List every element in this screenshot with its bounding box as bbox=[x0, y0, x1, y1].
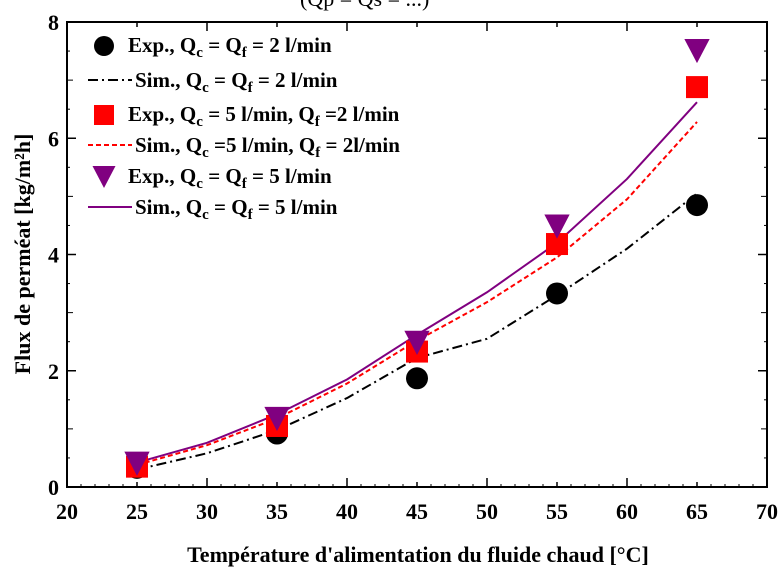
data-point-square bbox=[686, 76, 708, 99]
data-point-circle bbox=[546, 282, 568, 305]
y-tick-label: 2 bbox=[48, 359, 59, 384]
x-tick-label: 60 bbox=[616, 499, 638, 524]
legend-entry: Sim., Qc =5 l/min, Qf = 2l/min bbox=[135, 133, 400, 161]
x-axis-title: Température d'alimentation du fluide cha… bbox=[187, 542, 649, 567]
x-tick-label: 35 bbox=[266, 499, 288, 524]
y-tick-label: 0 bbox=[48, 475, 59, 500]
top-fragment: (Qp = Qs = ...) bbox=[300, 0, 429, 11]
x-tick-label: 50 bbox=[476, 499, 498, 524]
y-tick-label: 8 bbox=[48, 10, 59, 35]
data-point-triangle-down bbox=[544, 214, 570, 239]
y-tick-label: 6 bbox=[48, 126, 59, 151]
legend-entry: Exp., Qc = 5 l/min, Qf =2 l/min bbox=[128, 102, 400, 130]
x-tick-label: 55 bbox=[546, 499, 568, 524]
x-tick-label: 20 bbox=[56, 499, 78, 524]
data-point-square bbox=[546, 233, 568, 256]
x-axis: 20 25 30 35 40 45 50 55 60 65 70 bbox=[56, 22, 778, 524]
x-tick-label: 40 bbox=[336, 499, 358, 524]
legend-swatch-triangle-down bbox=[92, 166, 116, 188]
data-point-triangle-down bbox=[124, 451, 150, 476]
x-tick-label: 30 bbox=[196, 499, 218, 524]
data-point-circle bbox=[406, 367, 428, 390]
legend-entry: Exp., Qc = Qf = 2 l/min bbox=[128, 33, 332, 61]
data-point-triangle-down bbox=[404, 330, 430, 355]
x-tick-label: 70 bbox=[756, 499, 778, 524]
legend-entry: Exp., Qc = Qf = 5 l/min bbox=[128, 164, 332, 192]
legend-swatch-circle bbox=[94, 36, 114, 56]
data-point-triangle-down bbox=[264, 406, 290, 432]
x-tick-label: 25 bbox=[126, 499, 148, 524]
legend-swatch-square bbox=[94, 105, 114, 125]
legend-entry: Sim., Qc = Qf = 2 l/min bbox=[135, 68, 338, 96]
y-axis: 0 2 4 6 8 bbox=[48, 10, 767, 500]
x-tick-label: 45 bbox=[406, 499, 428, 524]
x-tick-label: 65 bbox=[686, 499, 708, 524]
data-point-circle bbox=[686, 194, 708, 217]
y-axis-title: Flux de perméat [kg/m²h] bbox=[10, 134, 35, 375]
data-point-triangle-down bbox=[684, 38, 710, 64]
legend: Exp., Qc = Qf = 2 l/min Sim., Qc = Qf = 2… bbox=[88, 33, 400, 223]
y-tick-label: 4 bbox=[48, 243, 59, 268]
series-group bbox=[124, 38, 710, 479]
legend-entry: Sim., Qc = Qf = 5 l/min bbox=[135, 195, 338, 223]
